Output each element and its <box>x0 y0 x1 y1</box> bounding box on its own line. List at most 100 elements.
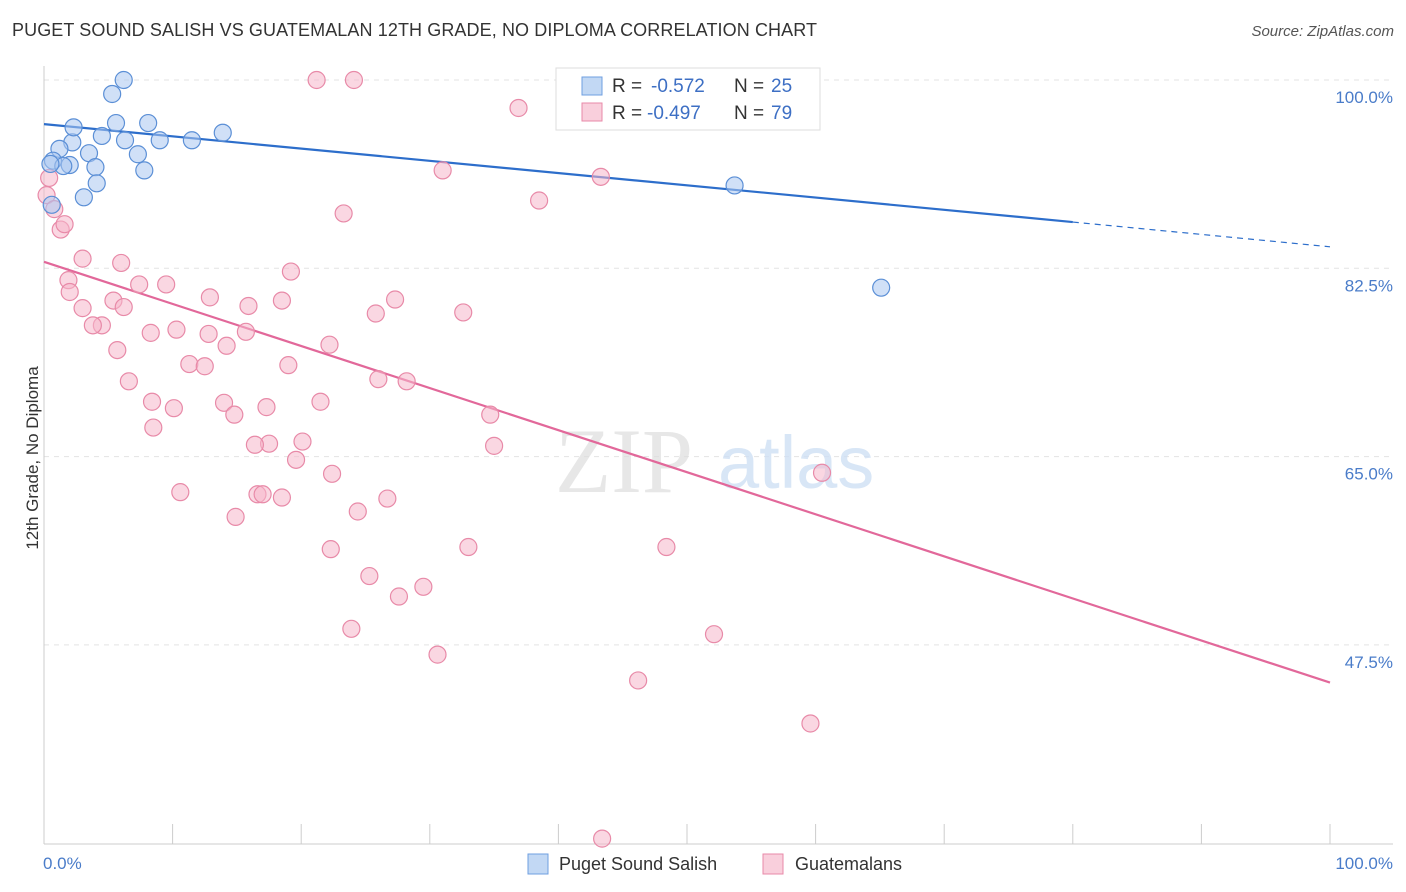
axes <box>43 66 1393 845</box>
point-series0-4 <box>213 123 232 142</box>
point-series1-37 <box>164 399 183 418</box>
point-series1-64 <box>629 671 648 690</box>
y-tick-label-3: 100.0% <box>1335 88 1393 107</box>
bottom-legend-swatch-guatemalans <box>762 853 784 875</box>
point-series1-0 <box>307 70 326 90</box>
point-series1-41 <box>293 432 312 451</box>
point-series1-57 <box>657 537 676 557</box>
point-series1-17 <box>366 304 385 323</box>
legend-n-value-1: 25 <box>771 76 792 97</box>
legend-swatch-guatemalans <box>581 102 603 122</box>
point-series1-36 <box>257 398 276 417</box>
point-series1-45 <box>286 450 306 469</box>
point-series0-22 <box>872 278 891 297</box>
point-series1-30 <box>369 370 388 389</box>
point-series1-21 <box>141 323 160 342</box>
point-series1-16 <box>454 303 473 322</box>
point-series0-2 <box>106 113 126 133</box>
x-tick-label-max: 100.0% <box>1335 854 1393 873</box>
y-tick-label-0: 47.5% <box>1345 653 1393 672</box>
point-series1-34 <box>311 392 330 411</box>
point-series1-15 <box>114 297 133 317</box>
point-series1-27 <box>279 356 298 375</box>
x-tick-label-min: 0.0% <box>43 854 82 873</box>
point-series1-56 <box>321 540 340 559</box>
bottom-legend: Puget Sound Salish Guatemalans <box>527 853 902 875</box>
point-series1-38 <box>481 405 500 424</box>
point-series0-21 <box>725 176 744 195</box>
point-series0-19 <box>74 188 93 207</box>
point-series0-20 <box>42 195 61 214</box>
point-series1-32 <box>119 372 138 391</box>
point-series1-78 <box>385 290 405 309</box>
point-series1-12 <box>60 282 79 302</box>
point-series1-48 <box>171 483 190 502</box>
point-series1-22 <box>199 324 218 344</box>
point-series1-58 <box>360 566 379 586</box>
point-series1-51 <box>378 489 397 508</box>
point-series0-16 <box>86 158 105 177</box>
legend-r-label-1: R = <box>612 76 642 97</box>
point-series0-1 <box>103 84 122 104</box>
point-series0-7 <box>150 131 169 150</box>
point-series1-25 <box>320 335 339 354</box>
point-series0-17 <box>135 161 154 180</box>
bottom-legend-swatch-salish <box>527 853 549 875</box>
y-axis-title: 12th Grade, No Diploma <box>23 366 42 550</box>
point-series1-65 <box>801 714 820 733</box>
bottom-legend-label-guatemalans: Guatemalans <box>795 854 902 874</box>
point-series1-72 <box>73 249 92 268</box>
point-series1-62 <box>704 625 724 644</box>
point-series1-31 <box>397 372 416 391</box>
point-series1-59 <box>414 577 433 596</box>
y-tick-label-1: 65.0% <box>1345 465 1393 484</box>
gridlines <box>44 79 1393 646</box>
point-series1-63 <box>428 645 447 664</box>
point-series1-53 <box>348 502 367 521</box>
point-series1-7 <box>334 204 353 223</box>
point-series0-12 <box>128 145 147 164</box>
point-series0-18 <box>87 174 106 193</box>
point-series1-61 <box>342 619 361 638</box>
point-series1-4 <box>433 161 452 180</box>
point-series1-60 <box>389 587 409 606</box>
point-series1-74 <box>157 275 176 294</box>
legend-r-value-2: -0.497 <box>647 103 701 124</box>
point-series1-28 <box>180 354 199 374</box>
trend-line-series0 <box>43 123 1073 224</box>
point-series0-3 <box>139 113 158 133</box>
watermark-zip: ZIP <box>555 410 693 512</box>
point-series1-39 <box>225 405 244 424</box>
legend-n-label-1: N = <box>734 76 764 97</box>
point-series1-19 <box>83 316 102 335</box>
legend-n-value-2: 79 <box>771 103 792 124</box>
point-series0-24 <box>41 154 60 174</box>
point-series1-20 <box>167 320 186 339</box>
point-series0-0 <box>114 70 133 90</box>
legend-r-label-2: R = <box>612 103 642 124</box>
legend-swatch-salish <box>581 76 603 96</box>
point-series1-3 <box>509 98 528 118</box>
point-series1-33 <box>142 392 162 411</box>
chart-title: PUGET SOUND SALISH VS GUATEMALAN 12TH GR… <box>12 20 818 40</box>
point-series1-76 <box>239 296 258 316</box>
point-series1-54 <box>226 507 245 526</box>
point-series1-26 <box>108 340 127 360</box>
legend-r-value-1: -0.572 <box>651 76 705 97</box>
point-series1-47 <box>322 464 342 483</box>
point-series1-73 <box>112 253 131 273</box>
point-series1-14 <box>73 299 92 318</box>
point-series1-9 <box>281 262 301 281</box>
point-series1-35 <box>214 393 234 412</box>
point-series1-46 <box>812 463 832 482</box>
point-series0-8 <box>182 131 201 150</box>
point-series1-40 <box>144 418 163 437</box>
point-series0-6 <box>115 131 135 150</box>
trend-lines <box>43 123 1331 684</box>
point-series1-55 <box>459 537 478 557</box>
point-series1-24 <box>217 336 236 355</box>
point-series1-50 <box>253 485 272 504</box>
source-label: Source: ZipAtlas.com <box>1251 23 1394 40</box>
point-series1-29 <box>195 357 214 376</box>
